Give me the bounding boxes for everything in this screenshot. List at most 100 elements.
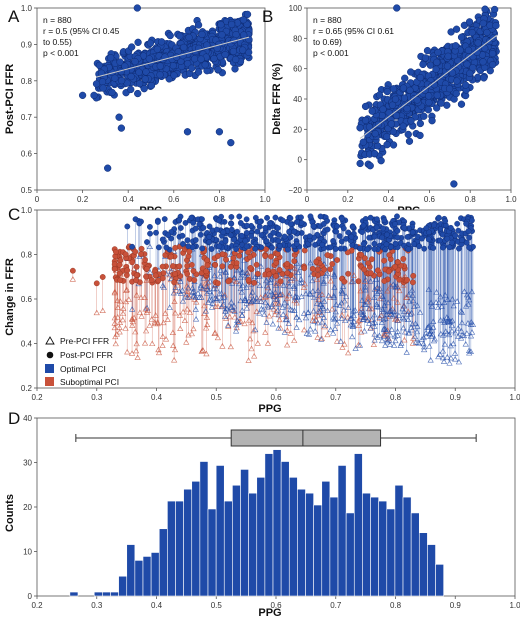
panel-c-post-marker-optimal bbox=[237, 220, 244, 226]
panel-c-post-marker-optimal bbox=[348, 233, 355, 240]
panel-b-point bbox=[492, 21, 500, 30]
panel-c-post-marker-suboptimal bbox=[341, 278, 348, 285]
panel-c-post-marker-optimal bbox=[199, 245, 206, 252]
panel-c-post-marker-suboptimal bbox=[291, 258, 298, 264]
panel-c-xtick-label: 0.5 bbox=[211, 393, 223, 402]
panel-b-point bbox=[356, 159, 364, 168]
panel-b-xtick-label: 0.4 bbox=[383, 195, 395, 204]
panel-a-point bbox=[218, 31, 226, 39]
panel-b-point bbox=[457, 33, 466, 41]
panel-c-xtick-label: 0.9 bbox=[450, 393, 462, 402]
legend-pre-label: Pre-PCI FFR bbox=[60, 336, 109, 346]
panel-c-post-marker-suboptimal bbox=[99, 274, 106, 280]
panel-d-bar bbox=[288, 477, 298, 597]
panel-c-post-marker-optimal bbox=[334, 223, 340, 230]
panel-c-post-marker-optimal bbox=[447, 224, 454, 231]
panel-c-xtick-label: 0.7 bbox=[330, 393, 342, 402]
panel-d-xtick-label: 0.4 bbox=[151, 601, 163, 610]
panel-c-post-marker-suboptimal bbox=[314, 266, 321, 273]
panel-d-bar bbox=[175, 500, 184, 597]
panel-c-xtick-label: 0.4 bbox=[151, 393, 163, 402]
panel-c-post-marker-optimal bbox=[394, 213, 400, 220]
panel-d-bar bbox=[248, 492, 258, 597]
panel-a-point bbox=[166, 31, 174, 40]
panel-c-post-marker-suboptimal bbox=[122, 251, 129, 258]
panel-c-post-marker-optimal bbox=[124, 223, 131, 230]
panel-c-post-marker-optimal bbox=[380, 225, 386, 232]
panel-c-post-marker-optimal bbox=[269, 244, 275, 251]
panel-c-xtick-label: 0.8 bbox=[390, 393, 402, 402]
panel-c-post-marker-optimal bbox=[272, 214, 279, 221]
panel-c-post-marker-optimal bbox=[188, 214, 195, 221]
panel-b-point bbox=[377, 157, 385, 165]
panel-b-point bbox=[399, 84, 408, 92]
panel-b-point bbox=[479, 19, 487, 27]
panel-b-point bbox=[403, 104, 411, 113]
panel-c-post-marker-suboptimal bbox=[204, 262, 211, 269]
panel-a-point bbox=[146, 39, 155, 47]
panel-b-point bbox=[405, 137, 414, 145]
panel-c-post-marker-optimal bbox=[220, 229, 227, 236]
panel-d-bar bbox=[337, 465, 347, 597]
panel-a-xtick-label: 0.4 bbox=[123, 195, 135, 204]
panel-c-xtick-label: 0.3 bbox=[91, 393, 103, 402]
panel-c-post-marker-suboptimal bbox=[277, 278, 284, 285]
panel-a-point bbox=[185, 33, 193, 42]
panel-b-point bbox=[469, 63, 477, 72]
panel-a-point bbox=[90, 91, 98, 100]
panel-c-post-marker-optimal bbox=[371, 246, 378, 252]
panel-c-post-marker-suboptimal bbox=[233, 260, 240, 266]
panel-d-bar bbox=[223, 500, 233, 597]
panel-c-post-marker-suboptimal bbox=[143, 265, 150, 272]
panel-c-post-marker-optimal bbox=[336, 233, 343, 239]
panel-d-bar bbox=[240, 469, 249, 597]
panel-c-post-marker-suboptimal bbox=[395, 259, 401, 266]
panel-c-post-marker-optimal bbox=[463, 220, 470, 227]
panel-b-xtick-label: 0 bbox=[305, 195, 310, 204]
panel-d-xlabel: PPG bbox=[258, 607, 281, 619]
panel-c-post-marker-optimal bbox=[275, 237, 282, 244]
panel-b-ylabel: Delta FFR (%) bbox=[271, 63, 283, 135]
panel-c-post-marker-optimal bbox=[228, 220, 235, 227]
panel-a-point bbox=[231, 65, 239, 73]
panel-d-bar bbox=[118, 575, 128, 597]
panel-c-post-marker-optimal bbox=[430, 245, 437, 251]
panel-c-post-marker-optimal bbox=[320, 221, 327, 227]
panel-c-post-marker-suboptimal bbox=[374, 267, 381, 274]
panel-c-post-marker-optimal bbox=[405, 246, 412, 253]
panel-c-post-marker-suboptimal bbox=[266, 271, 273, 278]
panel-a-point bbox=[239, 16, 248, 24]
panel-c-post-marker-optimal bbox=[147, 223, 153, 230]
panel-b-point bbox=[404, 130, 412, 139]
panel-c-post-marker-optimal bbox=[256, 218, 263, 225]
panel-a-point bbox=[217, 21, 225, 29]
panel-c-post-marker-optimal bbox=[136, 220, 143, 227]
panel-b-ytick-label: 20 bbox=[293, 125, 302, 134]
panel-a-stat-ci: to 0.55) bbox=[43, 37, 72, 47]
panel-d-ytick-label: 10 bbox=[23, 548, 32, 557]
panel-a-point bbox=[215, 128, 224, 136]
panel-c-post-marker-suboptimal bbox=[138, 251, 144, 257]
panel-c-post-marker-optimal bbox=[431, 222, 437, 229]
panel-c-post-marker-suboptimal bbox=[329, 261, 336, 267]
panel-c-post-marker-optimal bbox=[206, 239, 213, 246]
panel-a-point bbox=[107, 54, 115, 62]
panel-c-post-marker-optimal bbox=[319, 241, 326, 248]
panel-b-ytick-label: 60 bbox=[293, 65, 302, 74]
panel-b-ytick-label: 100 bbox=[289, 4, 303, 13]
panel-c-post-marker-optimal bbox=[184, 237, 191, 244]
panel-b-point bbox=[383, 141, 391, 149]
panel-c-post-marker-suboptimal bbox=[324, 252, 331, 259]
panel-c-post-marker-optimal bbox=[258, 232, 265, 238]
panel-c-post-marker-optimal bbox=[437, 237, 443, 244]
panel-c-post-marker-suboptimal bbox=[273, 259, 280, 266]
panel-c-post-marker-suboptimal bbox=[410, 272, 417, 279]
panel-d-bar bbox=[418, 532, 428, 597]
panel-c-post-marker-optimal bbox=[222, 238, 229, 245]
panel-b-point bbox=[444, 52, 452, 60]
panel-a-point bbox=[116, 58, 124, 66]
panel-c-post-marker-optimal bbox=[267, 220, 273, 227]
panel-c-post-marker-optimal bbox=[440, 244, 446, 251]
